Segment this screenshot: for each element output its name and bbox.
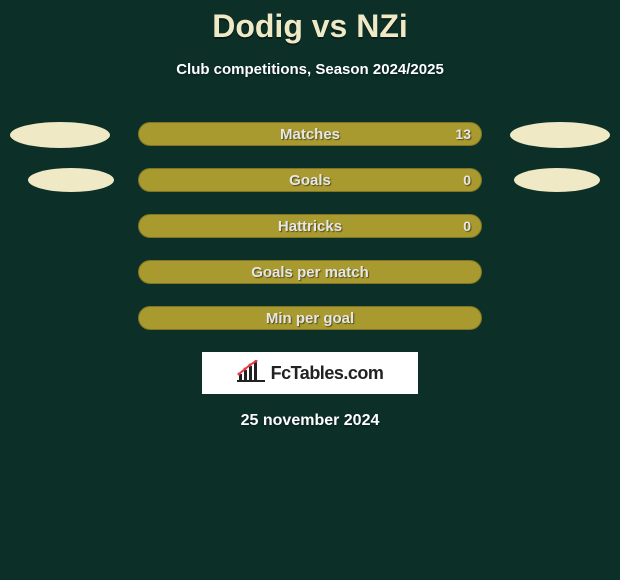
stat-label: Matches [139,126,481,143]
stat-row-goals-per-match: Goals per match [0,260,620,284]
stat-row-matches: Matches 13 [0,122,620,146]
stat-row-goals: Goals 0 [0,168,620,192]
stat-label: Min per goal [139,310,481,327]
bubble-left [10,122,110,148]
logo-text: FcTables.com [271,363,384,384]
page-title: Dodig vs NZi [0,8,620,45]
stat-value: 0 [463,218,471,234]
stat-label: Goals per match [139,264,481,281]
stat-value: 13 [455,126,471,142]
stat-bar: Goals per match [138,260,482,284]
chart-icon [237,360,265,387]
date-text: 25 november 2024 [0,412,620,430]
stat-bar: Goals 0 [138,168,482,192]
stat-label: Goals [139,172,481,189]
stat-bar: Hattricks 0 [138,214,482,238]
stat-row-hattricks: Hattricks 0 [0,214,620,238]
bubble-right [514,168,600,192]
stat-bar: Matches 13 [138,122,482,146]
stat-bar: Min per goal [138,306,482,330]
stat-label: Hattricks [139,218,481,235]
logo-box: FcTables.com [202,352,418,394]
stat-row-min-per-goal: Min per goal [0,306,620,330]
page-subtitle: Club competitions, Season 2024/2025 [0,61,620,78]
stat-value: 0 [463,172,471,188]
bubble-right [510,122,610,148]
bubble-left [28,168,114,192]
infographic-root: Dodig vs NZi Club competitions, Season 2… [0,0,620,430]
